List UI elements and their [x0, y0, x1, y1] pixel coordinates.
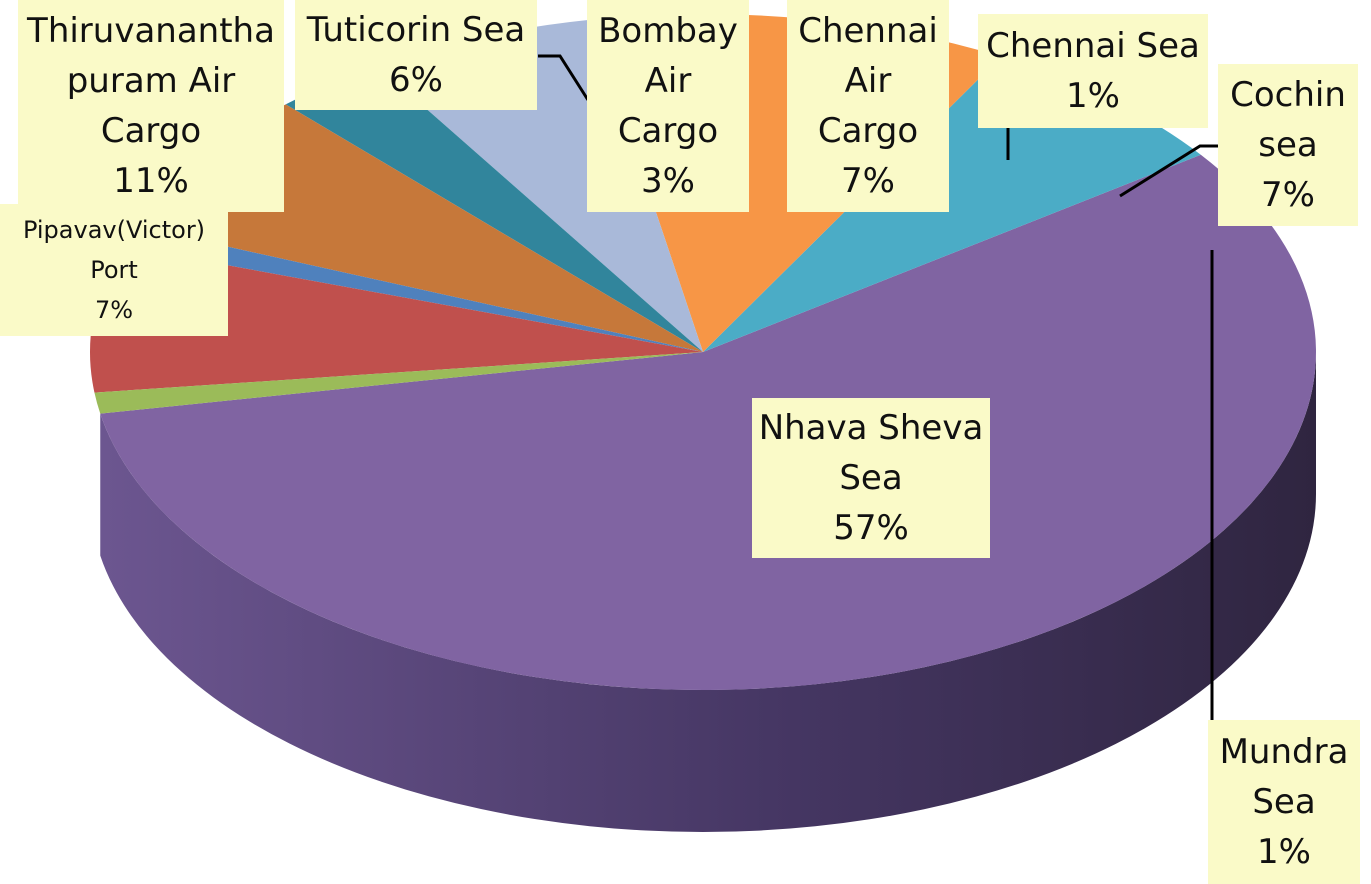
slice-bombay-air-cargo	[285, 65, 703, 352]
leader-tuticorin	[538, 54, 590, 101]
side-nhava-sheva-sea	[100, 352, 1316, 832]
slice-chennai-sea	[121, 225, 703, 352]
leader-cochin-sea	[1119, 144, 1218, 198]
slice-label-chennai-sea: Chennai Sea 1%	[978, 14, 1208, 128]
pie-top-face	[89, 13, 1316, 690]
slice-pipavav-victor-port	[703, 56, 1201, 353]
slice-mundra-sea	[94, 352, 703, 414]
slice-label-cochin-sea: Cochin sea 7%	[1218, 64, 1358, 226]
slice-nhava-sheva-sea	[100, 154, 1316, 690]
slice-label-chennai-air-cargo: Chennai Air Cargo 7%	[787, 0, 949, 212]
slice-label-bombay-air-cargo: Bombay Air Cargo 3%	[587, 0, 749, 212]
slice-label-mundra-sea: Mundra Sea 1%	[1208, 720, 1360, 884]
leader-lines	[538, 54, 1218, 720]
slice-label-nhava-sheva-sea: Nhava Sheva Sea 57%	[752, 398, 990, 558]
slice-label-pipavav: Pipavav(Victor) Port 7%	[0, 204, 228, 336]
slice-label-tuticorin: Tuticorin Sea 6%	[295, 0, 537, 110]
slice-cochin-sea	[89, 245, 703, 393]
slice-label-thiruvananthapuram: Thiruvanantha puram Air Cargo 11%	[18, 0, 284, 212]
pie-side-wall	[100, 352, 1316, 832]
